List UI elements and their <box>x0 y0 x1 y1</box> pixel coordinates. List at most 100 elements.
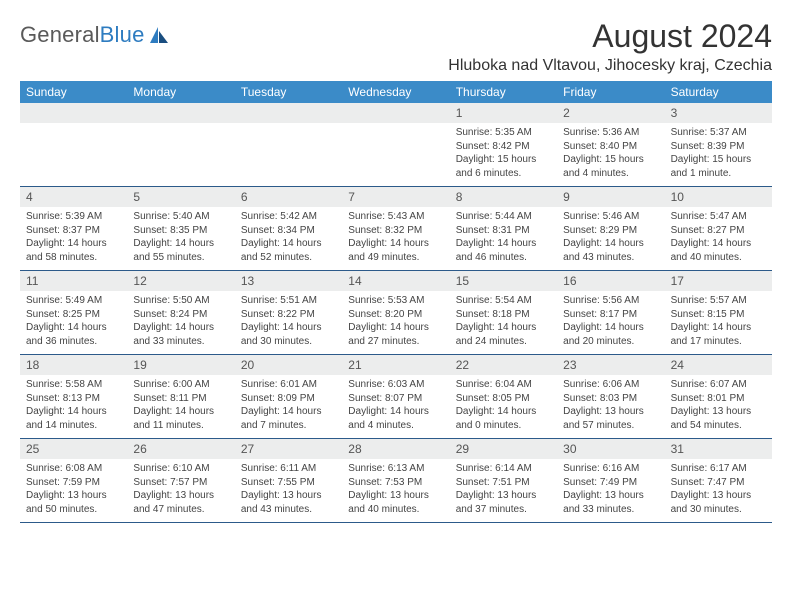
day-detail: Sunrise: 5:36 AMSunset: 8:40 PMDaylight:… <box>557 123 664 186</box>
sunrise-text: Sunrise: 5:49 AM <box>26 294 121 308</box>
sunrise-text: Sunrise: 5:53 AM <box>348 294 443 308</box>
day-detail: Sunrise: 6:16 AMSunset: 7:49 PMDaylight:… <box>557 459 664 522</box>
daylight-text: Daylight: 13 hours and 57 minutes. <box>563 405 658 432</box>
sunrise-text: Sunrise: 6:04 AM <box>456 378 551 392</box>
days-of-week-header: Sunday Monday Tuesday Wednesday Thursday… <box>20 81 772 103</box>
daylight-text: Daylight: 14 hours and 0 minutes. <box>456 405 551 432</box>
day-detail: Sunrise: 5:46 AMSunset: 8:29 PMDaylight:… <box>557 207 664 270</box>
sunset-text: Sunset: 8:18 PM <box>456 308 551 322</box>
daylight-text: Daylight: 14 hours and 43 minutes. <box>563 237 658 264</box>
daylight-text: Daylight: 15 hours and 6 minutes. <box>456 153 551 180</box>
daylight-text: Daylight: 13 hours and 37 minutes. <box>456 489 551 516</box>
daylight-text: Daylight: 15 hours and 4 minutes. <box>563 153 658 180</box>
day-number: 10 <box>665 187 772 207</box>
sunrise-text: Sunrise: 5:46 AM <box>563 210 658 224</box>
sunrise-text: Sunrise: 6:01 AM <box>241 378 336 392</box>
day-detail: Sunrise: 5:35 AMSunset: 8:42 PMDaylight:… <box>450 123 557 186</box>
sunset-text: Sunset: 8:34 PM <box>241 224 336 238</box>
sunset-text: Sunset: 8:03 PM <box>563 392 658 406</box>
daylight-text: Daylight: 14 hours and 55 minutes. <box>133 237 228 264</box>
daylight-text: Daylight: 13 hours and 40 minutes. <box>348 489 443 516</box>
sunset-text: Sunset: 7:49 PM <box>563 476 658 490</box>
day-number: 27 <box>235 439 342 459</box>
calendar: Sunday Monday Tuesday Wednesday Thursday… <box>20 81 772 523</box>
weeks-container: 123Sunrise: 5:35 AMSunset: 8:42 PMDaylig… <box>20 103 772 523</box>
sunset-text: Sunset: 8:27 PM <box>671 224 766 238</box>
day-number: 18 <box>20 355 127 375</box>
day-number: 2 <box>557 103 664 123</box>
brand-name-blue: Blue <box>100 22 145 47</box>
day-detail: Sunrise: 5:44 AMSunset: 8:31 PMDaylight:… <box>450 207 557 270</box>
sunrise-text: Sunrise: 5:56 AM <box>563 294 658 308</box>
sunrise-text: Sunrise: 6:17 AM <box>671 462 766 476</box>
daylight-text: Daylight: 14 hours and 14 minutes. <box>26 405 121 432</box>
day-number: 26 <box>127 439 234 459</box>
daylight-text: Daylight: 14 hours and 24 minutes. <box>456 321 551 348</box>
daylight-text: Daylight: 14 hours and 40 minutes. <box>671 237 766 264</box>
day-detail: Sunrise: 6:00 AMSunset: 8:11 PMDaylight:… <box>127 375 234 438</box>
day-number: 13 <box>235 271 342 291</box>
sunset-text: Sunset: 8:01 PM <box>671 392 766 406</box>
sunrise-text: Sunrise: 5:43 AM <box>348 210 443 224</box>
day-number: 30 <box>557 439 664 459</box>
day-detail <box>20 123 127 186</box>
day-number: 29 <box>450 439 557 459</box>
detail-strip: Sunrise: 6:08 AMSunset: 7:59 PMDaylight:… <box>20 459 772 522</box>
detail-strip: Sunrise: 5:49 AMSunset: 8:25 PM Daylight:… <box>20 291 772 354</box>
daylight-text: Daylight: 13 hours and 43 minutes. <box>241 489 336 516</box>
daylight-text: Daylight: 14 hours and 58 minutes. <box>26 237 121 264</box>
sunrise-text: Sunrise: 6:13 AM <box>348 462 443 476</box>
daylight-text: Daylight: 14 hours and 20 minutes. <box>563 321 658 348</box>
day-number: 11 <box>20 271 127 291</box>
daynum-strip: 123 <box>20 103 772 123</box>
day-detail: Sunrise: 5:43 AMSunset: 8:32 PMDaylight:… <box>342 207 449 270</box>
day-number: 25 <box>20 439 127 459</box>
day-detail: Sunrise: 6:13 AMSunset: 7:53 PMDaylight:… <box>342 459 449 522</box>
sunset-text: Sunset: 8:07 PM <box>348 392 443 406</box>
daylight-text: Daylight: 14 hours and 30 minutes. <box>241 321 336 348</box>
day-detail: Sunrise: 6:14 AMSunset: 7:51 PMDaylight:… <box>450 459 557 522</box>
sunset-text: Sunset: 8:42 PM <box>456 140 551 154</box>
day-number: 3 <box>665 103 772 123</box>
week-row: 45678910Sunrise: 5:39 AMSunset: 8:37 PMD… <box>20 187 772 271</box>
daylight-text: Daylight: 14 hours and 7 minutes. <box>241 405 336 432</box>
daylight-text: Daylight: 14 hours and 4 minutes. <box>348 405 443 432</box>
sunset-text: Sunset: 8:35 PM <box>133 224 228 238</box>
daynum-strip: 18192021222324 <box>20 355 772 375</box>
week-row: 11121314151617Sunrise: 5:49 AMSunset: 8:… <box>20 271 772 355</box>
day-number <box>235 103 342 123</box>
day-detail: Sunrise: 6:04 AMSunset: 8:05 PMDaylight:… <box>450 375 557 438</box>
sunrise-text: Sunrise: 6:03 AM <box>348 378 443 392</box>
day-number <box>20 103 127 123</box>
sunrise-text: Sunrise: 6:11 AM <box>241 462 336 476</box>
sunset-text: Sunset: 8:37 PM <box>26 224 121 238</box>
day-number: 21 <box>342 355 449 375</box>
day-number: 7 <box>342 187 449 207</box>
sunset-text: Sunset: 8:11 PM <box>133 392 228 406</box>
day-detail: Sunrise: 5:42 AMSunset: 8:34 PMDaylight:… <box>235 207 342 270</box>
day-number: 23 <box>557 355 664 375</box>
day-number: 22 <box>450 355 557 375</box>
sail-icon <box>148 25 170 45</box>
day-number: 12 <box>127 271 234 291</box>
daylight-text: Daylight: 13 hours and 50 minutes. <box>26 489 121 516</box>
day-number: 24 <box>665 355 772 375</box>
day-number: 20 <box>235 355 342 375</box>
day-number: 14 <box>342 271 449 291</box>
sunset-text: Sunset: 8:25 PM <box>26 308 121 322</box>
sunset-text: Sunset: 8:22 PM <box>241 308 336 322</box>
daynum-strip: 25262728293031 <box>20 439 772 459</box>
day-number: 17 <box>665 271 772 291</box>
sunset-text: Sunset: 8:17 PM <box>563 308 658 322</box>
sunset-text: Sunset: 8:09 PM <box>241 392 336 406</box>
sunset-text: Sunset: 8:32 PM <box>348 224 443 238</box>
sunrise-text: Sunrise: 6:14 AM <box>456 462 551 476</box>
daylight-text: Daylight: 14 hours and 17 minutes. <box>671 321 766 348</box>
day-detail: Sunrise: 5:57 AMSunset: 8:15 PMDaylight:… <box>665 291 772 354</box>
day-detail: Sunrise: 5:54 AMSunset: 8:18 PMDaylight:… <box>450 291 557 354</box>
day-number: 9 <box>557 187 664 207</box>
day-detail: Sunrise: 5:39 AMSunset: 8:37 PMDaylight:… <box>20 207 127 270</box>
sunrise-text: Sunrise: 6:16 AM <box>563 462 658 476</box>
sunrise-text: Sunrise: 5:36 AM <box>563 126 658 140</box>
day-detail: Sunrise: 5:58 AMSunset: 8:13 PMDaylight:… <box>20 375 127 438</box>
